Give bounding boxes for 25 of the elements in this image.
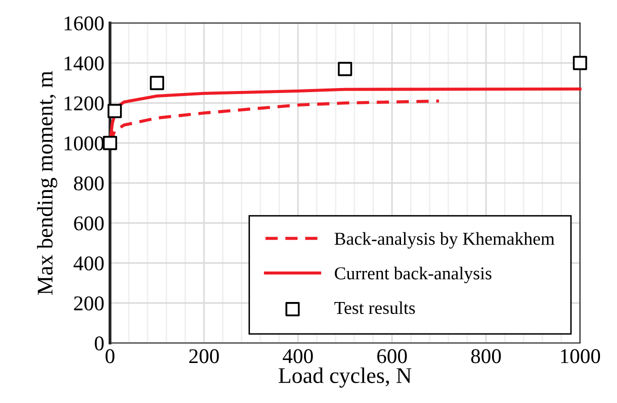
y-tick-label: 600	[74, 216, 104, 230]
x-tick-label: 600	[377, 349, 407, 364]
x-tick-label: 0	[106, 349, 114, 364]
y-tick-label: 0	[94, 336, 104, 350]
legend-label: Back-analysis by Khemakhem	[334, 232, 554, 249]
x-tick-label: 1000	[561, 349, 600, 364]
point	[102, 136, 118, 150]
y-tick-label: 400	[74, 256, 104, 270]
y-tick-label: 1600	[64, 16, 104, 30]
y-tick-label: 800	[74, 176, 104, 190]
y-tick-label: 200	[74, 296, 104, 310]
point	[338, 62, 352, 76]
x-tick-label: 200	[189, 349, 219, 364]
point	[108, 104, 122, 118]
x-axis-title: Load cycles, N	[278, 367, 412, 388]
legend-label: Test results	[334, 301, 415, 314]
x-tick-label: 800	[471, 349, 501, 364]
y-tick-label: 1200	[64, 96, 104, 110]
y-tick-label: 1000	[64, 136, 104, 150]
y-axis-title: Max bending moment, m	[37, 71, 58, 295]
point	[150, 76, 164, 90]
legend-label: Current back-analysis	[334, 266, 492, 284]
point	[572, 56, 588, 70]
x-tick-label: 400	[282, 349, 313, 364]
y-tick-label: 1400	[64, 56, 104, 70]
